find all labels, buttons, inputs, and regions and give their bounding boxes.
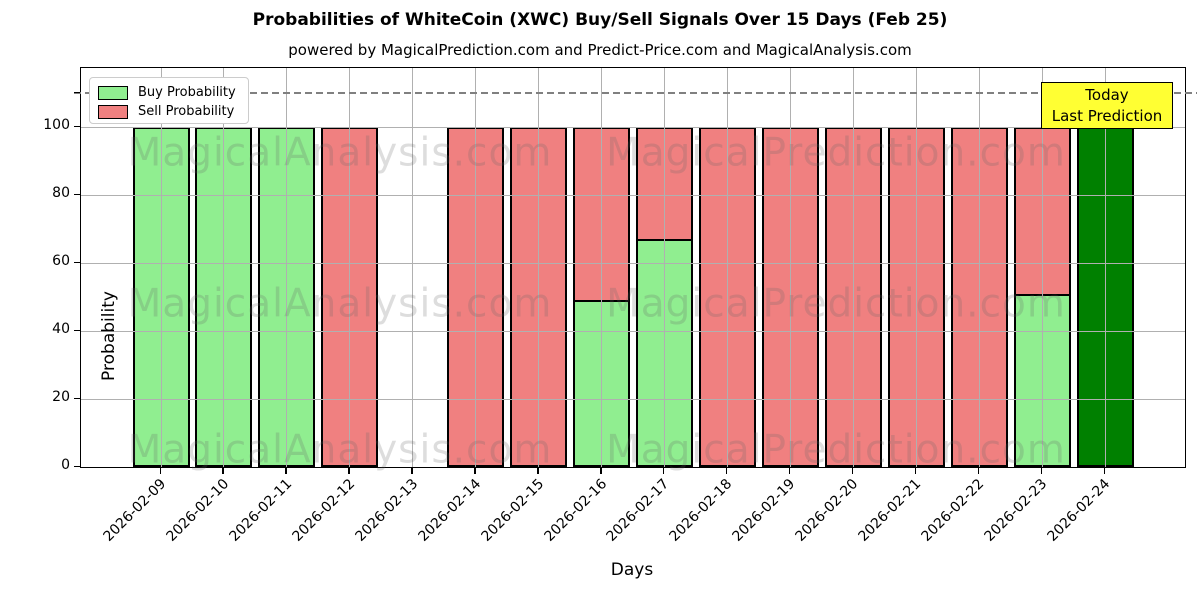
chart-title: Probabilities of WhiteCoin (XWC) Buy/Sel… [252,10,948,30]
x-tick [788,467,791,474]
vertical-gridline [349,68,351,467]
x-tick [725,467,728,474]
y-tick-label: 60 [52,253,70,270]
x-tick [348,467,350,474]
watermark-text: MagicalAnalysis.com [127,427,553,473]
sell-swatch-icon [98,104,128,119]
horizontal-gridline [81,127,1185,129]
x-tick-label: 2026-02-12 [289,476,359,545]
y-tick [74,465,80,467]
horizontal-gridline [81,331,1185,333]
x-tick [977,467,980,474]
y-tick [74,193,80,196]
x-tick-label: 2026-02-22 [918,476,988,545]
x-tick-label: 2026-02-23 [981,476,1051,545]
x-tick [600,467,602,474]
legend: Buy Probability Sell Probability [89,77,249,124]
buy-swatch-icon [98,85,128,100]
x-tick-label: 2026-02-19 [729,476,799,545]
vertical-gridline [663,68,665,467]
today-annotation: Today Last Prediction [1041,82,1173,129]
vertical-gridline [160,68,162,467]
y-tick-label: 40 [52,321,70,338]
plot-area: MagicalAnalysis.com MagicalPrediction.com… [74,67,1197,473]
y-tick-unlabeled [74,91,80,94]
x-tick-label: 2026-02-14 [415,476,484,545]
vertical-gridline [286,68,288,467]
today-annotation-line2: Last Prediction [1051,107,1163,125]
vertical-gridline [789,68,791,467]
grid-layer [81,68,1185,467]
x-tick-label: 2026-02-09 [100,476,170,545]
today-annotation-line1: Today [1085,86,1129,104]
x-tick [662,467,665,474]
watermark-text: MagicalAnalysis.com [127,281,553,327]
y-tick [74,261,80,264]
y-tick-label: 80 [52,185,70,202]
watermark-text: MagicalPrediction.com [606,281,1066,327]
vertical-gridline [726,68,728,467]
x-tick [285,467,287,474]
x-tick-label: 2026-02-18 [666,476,736,545]
y-tick [74,125,80,128]
legend-label-sell: Sell Probability [138,104,235,119]
x-tick-label: 2026-02-24 [1044,476,1114,545]
x-tick-label: 2026-02-13 [352,476,422,545]
x-tick-label: 2026-02-16 [540,476,610,545]
y-axis-label: Probability [99,291,119,381]
horizontal-gridline [81,195,1185,197]
watermark-text: MagicalPrediction.com [606,130,1066,176]
vertical-gridline [915,68,917,467]
watermark-text: MagicalAnalysis.com [127,130,553,176]
horizontal-gridline [81,399,1185,401]
vertical-gridline [412,68,414,467]
x-axis-label: Days [610,560,654,580]
chart-subtitle: powered by MagicalPrediction.com and Pre… [288,41,912,59]
x-tick [159,467,161,474]
x-tick [411,467,413,474]
x-tick [851,467,854,474]
vertical-gridline [223,68,225,467]
vertical-gridline [978,68,980,467]
y-tick [74,397,80,400]
x-tick [474,467,476,474]
vertical-gridline [538,68,540,467]
vertical-gridline [852,68,854,467]
dashed-line-layer [74,68,1197,467]
y-tick-label: 0 [61,457,70,473]
horizontal-gridline [81,263,1185,265]
vertical-gridline [601,68,603,467]
y-tick-label: 100 [43,117,70,134]
x-tick-label: 2026-02-10 [163,476,233,545]
vertical-gridline [475,68,477,467]
x-tick [1103,467,1105,474]
x-tick [1040,467,1043,474]
x-tick-label: 2026-02-21 [855,476,925,545]
x-tick-label: 2026-02-11 [226,476,296,545]
x-tick-label: 2026-02-20 [792,476,862,545]
vertical-gridline [1041,68,1043,467]
legend-item-buy: Buy Probability [98,84,240,101]
y-tick-label: 20 [52,389,70,406]
legend-item-sell: Sell Probability [98,103,240,120]
x-tick [537,467,539,474]
watermark-text: MagicalPrediction.com [606,427,1066,473]
watermark-layer: MagicalAnalysis.com MagicalPrediction.com… [81,68,1185,473]
threshold-dashed-line [74,92,1197,95]
x-tick-label: 2026-02-15 [478,476,547,545]
legend-label-buy: Buy Probability [138,85,236,100]
x-tick-label: 2026-02-17 [603,476,673,545]
x-tick [222,467,224,474]
vertical-gridline [1104,68,1106,467]
x-tick [914,467,917,474]
y-tick [74,329,80,332]
